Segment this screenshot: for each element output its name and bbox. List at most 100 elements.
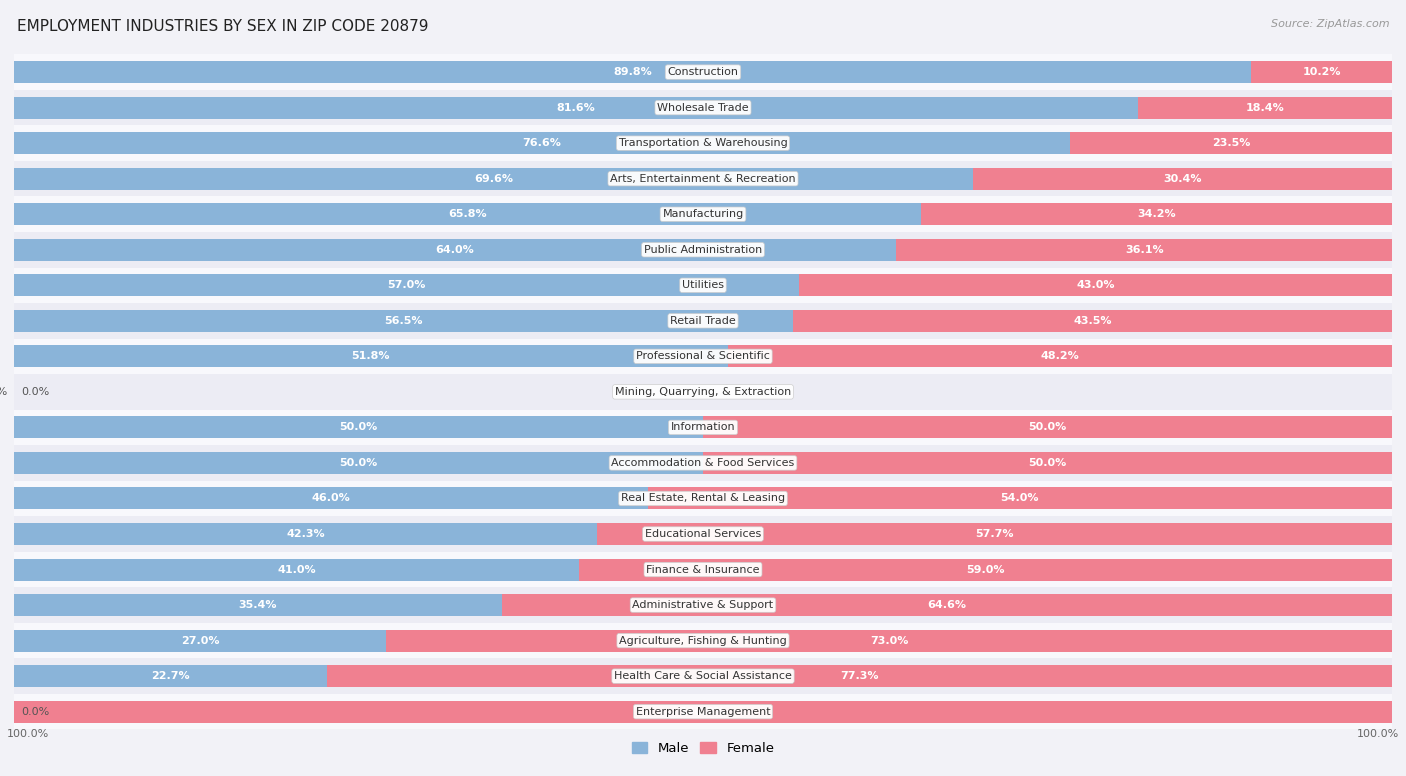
Bar (14, 594, 502, 616)
Text: 100.0%: 100.0% (7, 729, 49, 740)
Text: 81.6%: 81.6% (557, 102, 596, 113)
Bar (14, 303, 1392, 338)
Bar (14, 559, 579, 580)
Bar (14, 168, 973, 189)
Bar (703, 452, 1392, 474)
Bar (14, 90, 1392, 126)
Text: 48.2%: 48.2% (1040, 352, 1080, 362)
Bar (14, 629, 387, 652)
Bar (896, 239, 1393, 261)
Bar (800, 274, 1392, 296)
Bar (1070, 132, 1393, 154)
Text: 59.0%: 59.0% (966, 565, 1005, 574)
Text: 35.4%: 35.4% (239, 600, 277, 610)
Bar (703, 417, 1392, 438)
Legend: Male, Female: Male, Female (626, 736, 780, 760)
Text: 77.3%: 77.3% (841, 671, 879, 681)
Bar (1139, 96, 1392, 119)
Text: 76.6%: 76.6% (523, 138, 561, 148)
Text: Public Administration: Public Administration (644, 244, 762, 255)
Text: 18.4%: 18.4% (1246, 102, 1285, 113)
Text: 56.5%: 56.5% (384, 316, 423, 326)
Text: Health Care & Social Assistance: Health Care & Social Assistance (614, 671, 792, 681)
Text: 23.5%: 23.5% (1212, 138, 1250, 148)
Bar (973, 168, 1392, 189)
Bar (14, 61, 1251, 83)
Text: 43.5%: 43.5% (1073, 316, 1112, 326)
Bar (14, 338, 1392, 374)
Bar (14, 417, 703, 438)
Text: 51.8%: 51.8% (352, 352, 391, 362)
Text: 36.1%: 36.1% (1125, 244, 1164, 255)
Text: 64.6%: 64.6% (928, 600, 966, 610)
Text: 57.0%: 57.0% (388, 280, 426, 290)
Bar (14, 239, 896, 261)
Text: Administrative & Support: Administrative & Support (633, 600, 773, 610)
Bar (14, 232, 1392, 268)
Bar (14, 96, 1139, 119)
Text: Enterprise Management: Enterprise Management (636, 707, 770, 717)
Bar (14, 274, 800, 296)
Text: Mining, Quarrying, & Extraction: Mining, Quarrying, & Extraction (614, 387, 792, 397)
Text: Utilities: Utilities (682, 280, 724, 290)
Bar (728, 345, 1392, 367)
Text: 65.8%: 65.8% (449, 210, 486, 219)
Bar (326, 665, 1392, 688)
Bar (648, 487, 1392, 510)
Bar (14, 54, 1392, 90)
Text: 34.2%: 34.2% (1137, 210, 1175, 219)
Bar (502, 594, 1392, 616)
Bar (14, 345, 728, 367)
Text: 0.0%: 0.0% (0, 387, 7, 397)
Text: Transportation & Warehousing: Transportation & Warehousing (619, 138, 787, 148)
Bar (1251, 61, 1392, 83)
Text: 41.0%: 41.0% (277, 565, 316, 574)
Text: 50.0%: 50.0% (339, 458, 378, 468)
Text: 43.0%: 43.0% (1077, 280, 1115, 290)
Text: Agriculture, Fishing & Hunting: Agriculture, Fishing & Hunting (619, 636, 787, 646)
Text: 46.0%: 46.0% (312, 494, 350, 504)
Text: Real Estate, Rental & Leasing: Real Estate, Rental & Leasing (621, 494, 785, 504)
Bar (579, 559, 1392, 580)
Text: 50.0%: 50.0% (339, 422, 378, 432)
Text: 69.6%: 69.6% (474, 174, 513, 184)
Text: 30.4%: 30.4% (1163, 174, 1202, 184)
Bar (14, 268, 1392, 303)
Text: Manufacturing: Manufacturing (662, 210, 744, 219)
Text: Information: Information (671, 422, 735, 432)
Bar (14, 480, 1392, 516)
Text: Retail Trade: Retail Trade (671, 316, 735, 326)
Text: Accommodation & Food Services: Accommodation & Food Services (612, 458, 794, 468)
Bar (793, 310, 1392, 332)
Text: Educational Services: Educational Services (645, 529, 761, 539)
Bar (14, 516, 1392, 552)
Bar (598, 523, 1392, 545)
Bar (14, 452, 703, 474)
Bar (387, 629, 1392, 652)
Bar (14, 487, 648, 510)
Bar (14, 310, 793, 332)
Bar (14, 126, 1392, 161)
Text: 100.0%: 100.0% (681, 707, 725, 717)
Text: EMPLOYMENT INDUSTRIES BY SEX IN ZIP CODE 20879: EMPLOYMENT INDUSTRIES BY SEX IN ZIP CODE… (17, 19, 429, 34)
Text: Wholesale Trade: Wholesale Trade (657, 102, 749, 113)
Bar (14, 445, 1392, 480)
Text: 22.7%: 22.7% (150, 671, 190, 681)
Text: Construction: Construction (668, 67, 738, 77)
Bar (14, 658, 1392, 694)
Text: 100.0%: 100.0% (1357, 729, 1399, 740)
Bar (14, 665, 326, 688)
Bar (14, 132, 1070, 154)
Text: 73.0%: 73.0% (870, 636, 908, 646)
Text: 89.8%: 89.8% (613, 67, 652, 77)
Bar (14, 203, 921, 225)
Bar (14, 701, 1392, 722)
Text: 42.3%: 42.3% (287, 529, 325, 539)
Bar (14, 161, 1392, 196)
Text: 0.0%: 0.0% (21, 707, 49, 717)
Bar (14, 410, 1392, 445)
Text: Professional & Scientific: Professional & Scientific (636, 352, 770, 362)
Bar (14, 374, 1392, 410)
Bar (14, 623, 1392, 658)
Text: 64.0%: 64.0% (436, 244, 474, 255)
